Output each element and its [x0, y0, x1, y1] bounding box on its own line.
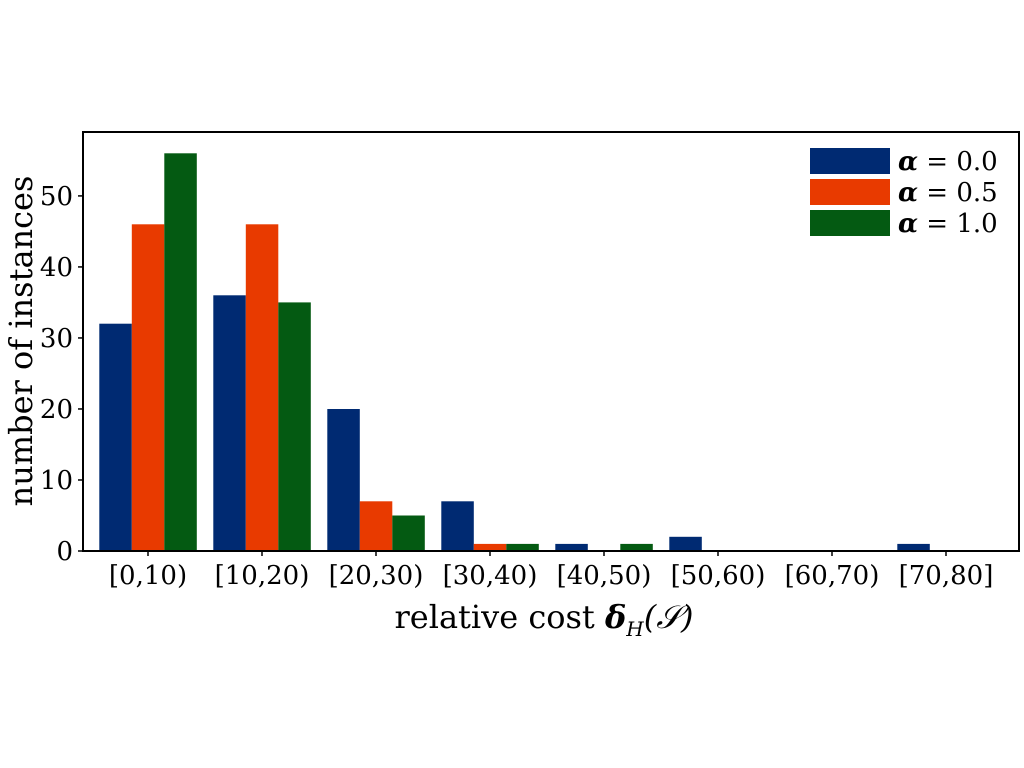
legend: α = 0.0α = 0.5α = 1.0: [810, 147, 998, 239]
y-tick-label: 20: [40, 395, 73, 425]
plot-frame: [82, 131, 1020, 552]
bar-0.0-7: [897, 543, 930, 551]
legend-label-value: = 0.0: [918, 147, 998, 177]
x-tick-label: [50,60): [671, 561, 766, 591]
x-tick-label: [20,30): [329, 561, 424, 591]
x-tick-label: [40,50): [557, 561, 652, 591]
x-axis-ticks: [0,10) [10,20) [20,30) [30,40) [40,50) [50,60…: [109, 551, 993, 591]
y-tick-label: 10: [40, 466, 73, 496]
bar-0.5-1: [245, 224, 279, 552]
bar-0.5-3: [473, 543, 507, 551]
y-axis-title: number of instances: [2, 176, 40, 507]
legend-swatch: [810, 179, 890, 205]
x-tick-label: [30,40): [443, 561, 538, 591]
legend-label-symbol: α: [898, 147, 918, 177]
legend-label: α = 1.0: [898, 209, 998, 239]
y-tick-label: 30: [40, 324, 73, 354]
y-axis-ticks: 0 10 20 30 40 50: [40, 182, 83, 567]
y-tick-label: 0: [56, 537, 73, 567]
legend-label-symbol: α: [898, 178, 918, 208]
bar-1.0-4: [620, 543, 653, 551]
bar-0.0-4: [555, 543, 588, 551]
bar-0.0-3: [441, 501, 474, 551]
x-axis-title: relative cost δH(𝒮): [394, 598, 693, 641]
bar-0.5-2: [359, 501, 393, 551]
bar-1.0-3: [506, 543, 539, 551]
x-axis-title-text: relative cost: [394, 598, 604, 636]
x-tick-label: [10,20): [215, 561, 310, 591]
bar-1.0-0: [164, 153, 197, 552]
bar-0.0-0: [99, 323, 132, 551]
legend-label-value: = 1.0: [918, 209, 998, 239]
y-tick-label: 40: [40, 253, 73, 283]
legend-label-value: = 0.5: [918, 178, 998, 208]
bars-group: [99, 153, 930, 552]
x-tick-label: [0,10): [109, 561, 187, 591]
y-tick-label: 50: [40, 182, 73, 212]
x-tick-label: [70,80]: [899, 561, 994, 591]
bar-0.5-0: [131, 224, 165, 552]
x-axis-title-subscript: H: [625, 617, 644, 641]
x-tick-label: [60,70): [785, 561, 880, 591]
bar-0.0-2: [327, 409, 360, 551]
legend-label-symbol: α: [898, 209, 918, 239]
bar-0.0-1: [213, 295, 246, 551]
bar-0.0-5: [669, 536, 702, 551]
x-axis-title-delta: δ: [604, 598, 626, 636]
legend-label: α = 0.0: [898, 147, 998, 177]
bar-1.0-1: [278, 302, 311, 551]
x-axis-title-argument: (𝒮): [644, 598, 694, 636]
legend-swatch: [810, 210, 890, 236]
legend-label: α = 0.5: [898, 178, 998, 208]
bar-1.0-2: [392, 515, 425, 551]
legend-swatch: [810, 148, 890, 174]
